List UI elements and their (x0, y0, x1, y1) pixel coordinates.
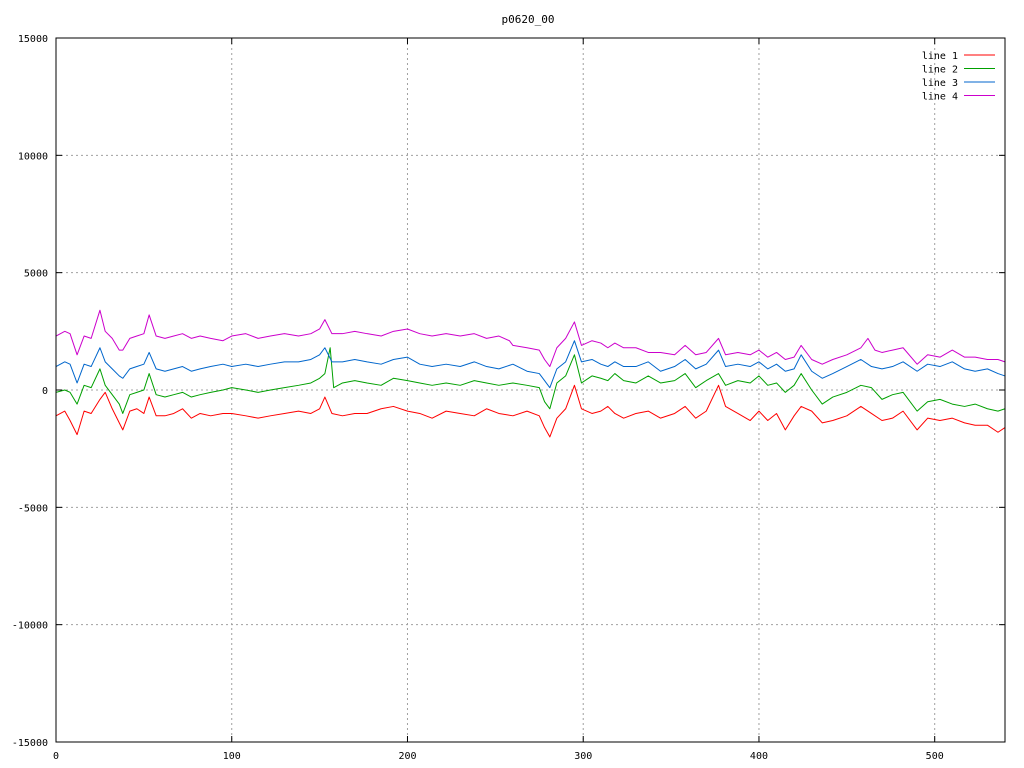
y-tick-label: -10000 (12, 621, 48, 632)
chart-title: p0620_00 (502, 13, 555, 26)
tick-layer: 0 100 200 300 400 500 -15000 -10000 -5000 0 5000 10… (12, 34, 1005, 762)
x-tick-label: 0 (53, 751, 59, 762)
series-line-2 (55, 347, 1006, 414)
y-tick-label: 10000 (18, 151, 48, 162)
legend-label-2: line 2 (922, 65, 958, 76)
legend-label-1: line 1 (922, 51, 958, 62)
series-layer (55, 309, 1006, 438)
series-line-1 (55, 384, 1006, 438)
y-tick-label: -5000 (18, 503, 48, 514)
x-tick-label: 400 (750, 751, 768, 762)
legend-label-4: line 4 (922, 92, 958, 103)
series-line-3 (55, 340, 1006, 389)
y-tick-label: 15000 (18, 34, 48, 45)
x-tick-label: 500 (926, 751, 944, 762)
y-tick-label: 0 (42, 386, 48, 397)
x-tick-label: 300 (574, 751, 592, 762)
series-line-4 (55, 309, 1006, 368)
legend-label-3: line 3 (922, 78, 958, 89)
y-tick-label: 5000 (24, 269, 48, 280)
x-tick-label: 100 (223, 751, 241, 762)
x-tick-label: 200 (398, 751, 416, 762)
legend: line 1 line 2 line 3 line 4 (922, 51, 995, 103)
grid-layer (56, 38, 1005, 742)
y-tick-label: -15000 (12, 738, 48, 749)
